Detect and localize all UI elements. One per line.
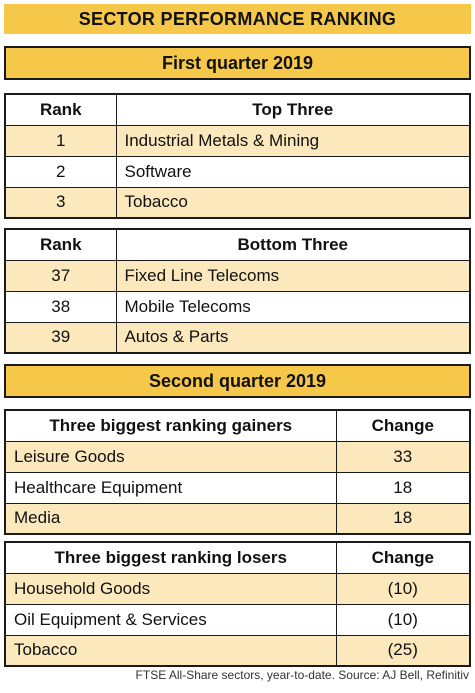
page-title: SECTOR PERFORMANCE RANKING (4, 4, 471, 34)
change-cell: (10) (335, 603, 471, 636)
change-cell: 33 (335, 440, 471, 473)
change-cell: 18 (335, 471, 471, 504)
q1-heading: First quarter 2019 (4, 46, 471, 80)
table-row: Tobacco (25) (4, 634, 471, 667)
sector-cell: Tobacco (115, 186, 471, 219)
sector-cell: Media (4, 502, 337, 535)
sector-cell: Industrial Metals & Mining (115, 124, 471, 157)
change-cell: 18 (335, 502, 471, 535)
sector-cell: Healthcare Equipment (4, 471, 337, 504)
sector-cell: Mobile Telecoms (115, 290, 471, 323)
rank-cell: 1 (4, 124, 117, 157)
column-header-change: Change (335, 541, 471, 574)
column-header-change: Change (335, 409, 471, 442)
change-cell: (10) (335, 572, 471, 605)
change-cell: (25) (335, 634, 471, 667)
table-row: 3 Tobacco (4, 186, 471, 219)
sector-cell: Autos & Parts (115, 321, 471, 354)
table-row: 39 Autos & Parts (4, 321, 471, 354)
rank-cell: 38 (4, 290, 117, 323)
rank-cell: 37 (4, 259, 117, 292)
table-row: Oil Equipment & Services (10) (4, 603, 471, 636)
rank-cell: 3 (4, 186, 117, 219)
table-row: Leisure Goods 33 (4, 440, 471, 473)
source-footnote: FTSE All-Share sectors, year-to-date. So… (135, 668, 469, 682)
table-row: 1 Industrial Metals & Mining (4, 124, 471, 157)
column-header-bottom-three: Bottom Three (115, 228, 471, 261)
sector-cell: Software (115, 155, 471, 188)
q2-losers-table: Three biggest ranking losers Change Hous… (4, 541, 471, 667)
table-row: Healthcare Equipment 18 (4, 471, 471, 504)
sector-cell: Fixed Line Telecoms (115, 259, 471, 292)
table-row: 2 Software (4, 155, 471, 188)
column-header-top-three: Top Three (115, 93, 471, 126)
table-row: Household Goods (10) (4, 572, 471, 605)
sector-cell: Leisure Goods (4, 440, 337, 473)
table-header-row: Three biggest ranking losers Change (4, 541, 471, 574)
column-header-rank: Rank (4, 228, 117, 261)
rank-cell: 39 (4, 321, 117, 354)
column-header-rank: Rank (4, 93, 117, 126)
sector-cell: Tobacco (4, 634, 337, 667)
column-header-gainers: Three biggest ranking gainers (4, 409, 337, 442)
q2-gainers-table: Three biggest ranking gainers Change Lei… (4, 409, 471, 535)
table-row: 37 Fixed Line Telecoms (4, 259, 471, 292)
rank-cell: 2 (4, 155, 117, 188)
sector-cell: Household Goods (4, 572, 337, 605)
table-header-row: Rank Bottom Three (4, 228, 471, 261)
table-row: 38 Mobile Telecoms (4, 290, 471, 323)
column-header-losers: Three biggest ranking losers (4, 541, 337, 574)
table-row: Media 18 (4, 502, 471, 535)
q1-bottom-table: Rank Bottom Three 37 Fixed Line Telecoms… (4, 228, 471, 354)
q2-heading: Second quarter 2019 (4, 364, 471, 398)
q1-top-table: Rank Top Three 1 Industrial Metals & Min… (4, 93, 471, 219)
table-header-row: Three biggest ranking gainers Change (4, 409, 471, 442)
table-header-row: Rank Top Three (4, 93, 471, 126)
sector-cell: Oil Equipment & Services (4, 603, 337, 636)
